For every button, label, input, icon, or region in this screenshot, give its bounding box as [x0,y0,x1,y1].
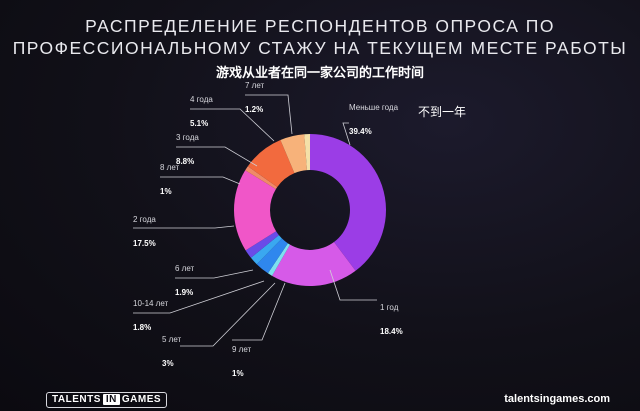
slice-label-3: 9 лет [232,345,252,354]
leader-line-9 [176,146,258,167]
slice-value-4: 3% [162,359,174,368]
slice-labels: Меньше года 39.4% 1 год 18.4% 9 лет 1% 5 лет 3%… [133,81,403,378]
leader-line-11 [245,94,293,135]
slice-value-1: 39.4% [349,127,372,136]
leader-line-3 [232,282,286,341]
slice-10 [280,134,307,174]
slice-label-5: 10-14 лет [133,299,169,308]
donut-slices [233,134,386,286]
slice-9 [247,139,295,187]
chart-title-line-2: ПРОФЕССИОНАЛЬНОМУ СТАЖУ НА ТЕКУЩЕМ МЕСТЕ… [12,38,628,58]
slice-value-9: 8.8% [176,157,194,166]
leader-line-6 [175,269,254,279]
slice-value-10: 5.1% [190,119,208,128]
slice-label-11: 7 лет [245,81,265,90]
slice-6 [245,231,279,258]
slice-value-6: 1.9% [175,288,193,297]
slice-5 [250,235,282,265]
slice-value-11: 1.2% [245,105,263,114]
logo-text-games: GAMES [121,394,162,405]
logo-text-talents: TALENTS [52,394,101,405]
slice-label-10: 4 года [190,95,213,104]
leader-line-5 [133,280,265,314]
slice-label-7: 2 года [133,215,156,224]
slice-value-7: 17.5% [133,239,156,248]
slice-label-6: 6 лет [175,264,195,273]
annotation-cn: 不到一年 [418,105,466,119]
leader-line-7 [133,225,235,229]
leader-line-2 [329,269,377,301]
leader-line-4 [180,282,276,347]
slice-value-2: 18.4% [380,327,403,336]
leader-line-1 [342,122,351,146]
slice-11 [304,134,310,171]
leader-lines [133,94,377,347]
slice-value-5: 1.8% [133,323,151,332]
slice-label-4: 5 лет [162,335,182,344]
slice-value-8: 1% [160,187,172,196]
chart-subtitle-cn: 游戏从业者在同一家公司的工作时间 [215,66,424,81]
slice-label-1: Меньше года [349,103,399,112]
slice-4 [256,238,288,274]
slice-label-2: 1 год [380,303,399,312]
slice-label-8: 8 лет [160,163,180,172]
slice-8 [245,166,278,190]
slice-value-3: 1% [232,369,244,378]
footer-url: talentsingames.com [504,393,610,405]
slice-2 [272,241,356,286]
logo-text-in: IN [102,394,120,405]
chart-title-line-1: РАСПРЕДЕЛЕНИЕ РЕСПОНДЕНТОВ ОПРОСА ПО [85,16,555,36]
leader-line-10 [190,108,275,142]
brand-logo: TALENTS IN GAMES [46,392,168,408]
leader-line-8 [160,176,241,185]
slice-label-9: 3 года [176,133,199,142]
slice-3 [267,243,291,276]
slice-7 [233,170,277,251]
slice-1 [310,134,386,271]
